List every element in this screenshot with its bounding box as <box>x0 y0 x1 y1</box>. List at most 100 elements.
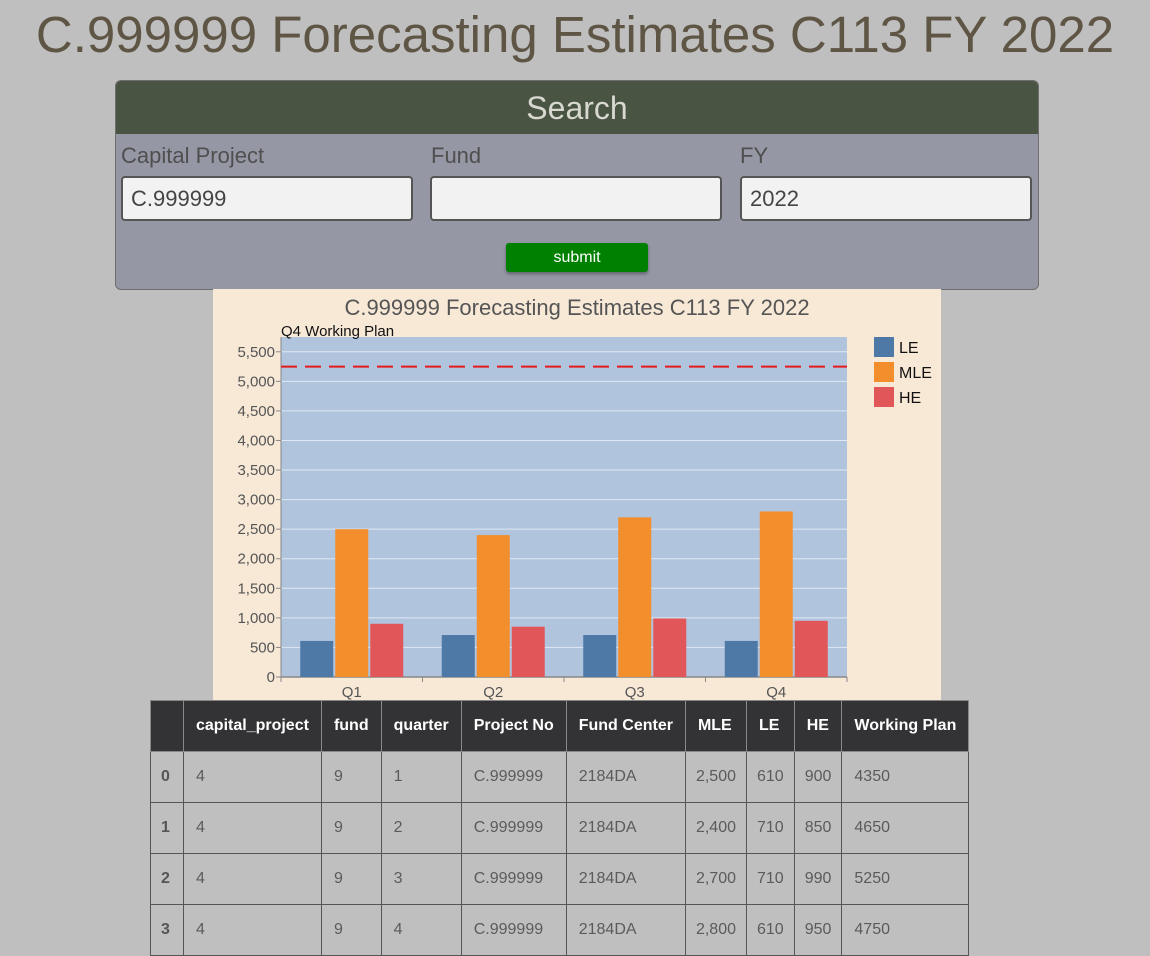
table-cell: C.999999 <box>460 751 567 803</box>
bar-chart: C.999999 Forecasting Estimates C113 FY 2… <box>237 295 931 701</box>
table-cell: 9 <box>320 751 382 803</box>
row-index-cell: 2 <box>150 853 184 905</box>
row-index-cell: 1 <box>150 802 184 854</box>
table-cell: 9 <box>320 853 382 905</box>
capital-project-label: Capital Project <box>121 143 265 168</box>
bar-he <box>511 626 545 677</box>
fy-input[interactable] <box>740 176 1032 221</box>
fy-label: FY <box>740 143 769 168</box>
search-header: Search <box>116 81 1038 134</box>
column-header: quarter <box>380 700 462 752</box>
bar-he <box>370 623 404 677</box>
table-cell: 2184DA <box>565 802 686 854</box>
y-tick-label: 1,000 <box>237 610 275 627</box>
bar-le <box>583 635 617 677</box>
y-tick-label: 3,000 <box>237 492 275 509</box>
y-tick-label: 0 <box>267 669 275 686</box>
table-cell: 2,500 <box>684 751 748 803</box>
table-cell: 950 <box>793 904 843 956</box>
table-cell: 2184DA <box>565 751 686 803</box>
table-cell: 710 <box>746 853 795 905</box>
table-cell: 4650 <box>841 802 970 854</box>
table-row: 0 4 9 1 C.999999 2184DA 2,500 610 900 4350 <box>150 751 970 803</box>
capital-project-input[interactable] <box>121 176 413 221</box>
bar-he <box>653 618 687 677</box>
x-tick-label: Q4 <box>766 684 786 701</box>
table-cell: 710 <box>746 802 795 854</box>
bar-mle <box>759 511 793 677</box>
fund-input[interactable] <box>430 176 722 221</box>
column-header-index <box>150 700 184 752</box>
table-cell: 850 <box>793 802 843 854</box>
plot-area <box>281 337 847 677</box>
bar-mle <box>476 535 510 677</box>
search-panel: Search Capital Project Fund FY submit <box>115 80 1039 290</box>
table-cell: 610 <box>746 904 795 956</box>
legend-label: HE <box>899 390 921 407</box>
table-cell: 4750 <box>841 904 970 956</box>
table-cell: 1 <box>380 751 462 803</box>
table-cell: C.999999 <box>460 853 567 905</box>
y-tick-label: 4,000 <box>237 432 275 449</box>
bar-mle <box>335 529 369 677</box>
table-cell: 4 <box>183 751 322 803</box>
column-header: HE <box>793 700 843 752</box>
bar-le <box>724 640 758 677</box>
table-cell: 9 <box>320 802 382 854</box>
table-cell: 4 <box>183 904 322 956</box>
bar-le <box>300 640 334 677</box>
legend-swatch-le <box>874 337 894 357</box>
table-cell: 2,800 <box>684 904 748 956</box>
table-cell: 990 <box>793 853 843 905</box>
row-index-cell: 3 <box>150 904 184 956</box>
table-cell: 4 <box>183 853 322 905</box>
y-tick-label: 2,000 <box>237 551 275 568</box>
data-table: capital_project fund quarter Project No Fund… <box>150 700 970 956</box>
chart-title: C.999999 Forecasting Estimates C113 FY 2… <box>344 295 809 320</box>
table-cell: 2 <box>380 802 462 854</box>
row-index-cell: 0 <box>150 751 184 803</box>
table-cell: 3 <box>380 853 462 905</box>
legend-label: LE <box>899 340 919 357</box>
submit-button[interactable]: submit <box>506 243 648 272</box>
bar-mle <box>618 517 652 677</box>
x-tick-label: Q1 <box>342 684 362 701</box>
table-row: 3 4 9 4 C.999999 2184DA 2,800 610 950 4750 <box>150 904 970 956</box>
y-tick-label: 5,000 <box>237 373 275 390</box>
legend-swatch-mle <box>874 362 894 382</box>
column-header: Working Plan <box>841 700 970 752</box>
chart-panel: C.999999 Forecasting Estimates C113 FY 2… <box>213 289 941 701</box>
table-cell: 2,700 <box>684 853 748 905</box>
legend-swatch-he <box>874 387 894 407</box>
column-header: Fund Center <box>565 700 686 752</box>
table-cell: 2184DA <box>565 904 686 956</box>
column-header: Project No <box>460 700 567 752</box>
table-cell: C.999999 <box>460 904 567 956</box>
table-cell: C.999999 <box>460 802 567 854</box>
table-header-row: capital_project fund quarter Project No Fund… <box>150 700 970 752</box>
table-cell: 4 <box>380 904 462 956</box>
page-title: C.999999 Forecasting Estimates C113 FY 2… <box>35 6 1115 63</box>
y-tick-label: 4,500 <box>237 403 275 420</box>
x-tick-label: Q2 <box>483 684 503 701</box>
column-header: fund <box>320 700 382 752</box>
table-row: 1 4 9 2 C.999999 2184DA 2,400 710 850 4650 <box>150 802 970 854</box>
table-cell: 5250 <box>841 853 970 905</box>
table-row: 2 4 9 3 C.999999 2184DA 2,700 710 990 5250 <box>150 853 970 905</box>
fund-label: Fund <box>431 143 482 168</box>
y-tick-label: 2,500 <box>237 521 275 538</box>
table-cell: 610 <box>746 751 795 803</box>
bar-le <box>441 635 475 677</box>
y-tick-label: 3,500 <box>237 462 275 479</box>
table-cell: 9 <box>320 904 382 956</box>
table-body: 0 4 9 1 C.999999 2184DA 2,500 610 900 4350 1 4 9 2 C.9… <box>150 751 970 956</box>
column-header: capital_project <box>183 700 322 752</box>
y-tick-label: 500 <box>250 639 275 656</box>
table-cell: 4 <box>183 802 322 854</box>
table-cell: 4350 <box>841 751 970 803</box>
y-tick-label: 5,500 <box>237 344 275 361</box>
table-cell: 900 <box>793 751 843 803</box>
bar-he <box>794 620 828 677</box>
table-cell: 2,400 <box>684 802 748 854</box>
table-cell: 2184DA <box>565 853 686 905</box>
